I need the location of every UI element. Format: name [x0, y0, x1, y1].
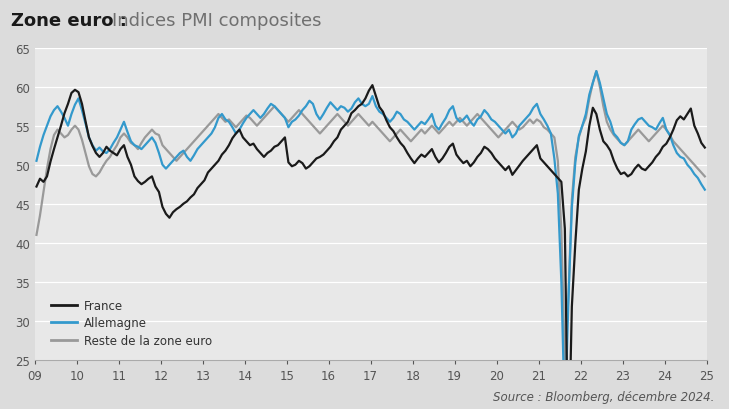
Text: Source : Bloomberg, décembre 2024.: Source : Bloomberg, décembre 2024.	[493, 390, 714, 403]
Legend: France, Allemagne, Reste de la zone euro: France, Allemagne, Reste de la zone euro	[47, 295, 216, 351]
Text: Zone euro :: Zone euro :	[11, 12, 133, 30]
Text: Indices PMI composites: Indices PMI composites	[112, 12, 321, 30]
